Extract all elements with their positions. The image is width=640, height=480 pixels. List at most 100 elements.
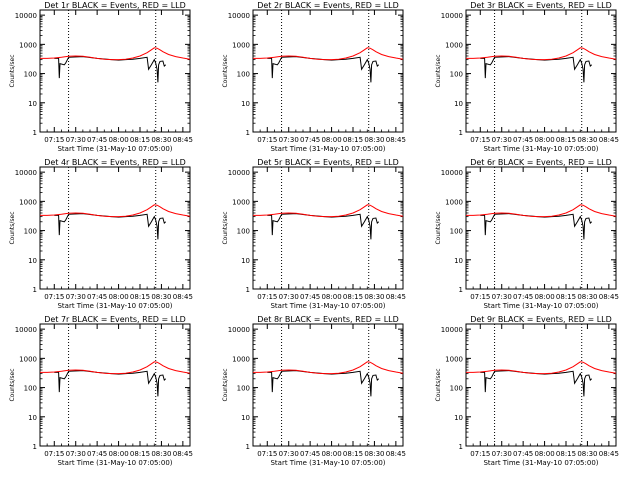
y-tick-label: 100 — [24, 71, 37, 79]
x-tick-label: 07:15 — [257, 136, 277, 144]
x-tick-label: 07:15 — [44, 293, 64, 301]
events-line — [54, 370, 167, 397]
x-tick-label: 08:30 — [577, 136, 597, 144]
events-line — [54, 213, 167, 240]
y-tick-label: 1 — [33, 286, 37, 294]
x-tick-label: 08:00 — [108, 450, 128, 458]
y-tick-label: 10000 — [15, 12, 37, 20]
y-tick-label: 1 — [33, 129, 37, 137]
y-tick-label: 1000 — [445, 198, 463, 206]
events-line — [267, 56, 380, 83]
y-tick-label: 10 — [454, 257, 463, 265]
y-tick-label: 1000 — [445, 41, 463, 49]
x-tick-label: 08:00 — [108, 136, 128, 144]
x-axis-label: Start Time (31-May-10 07:05:00) — [483, 459, 598, 467]
lld-line — [40, 361, 191, 375]
panel-1: Det 1r BLACK = Events, RED = LLD 1 10 100 10… — [9, 1, 193, 153]
x-tick-label: 07:45 — [87, 450, 107, 458]
x-tick-label: 07:45 — [87, 293, 107, 301]
x-axis-label: Start Time (31-May-10 07:05:00) — [270, 459, 385, 467]
x-tick-label: 07:45 — [513, 136, 533, 144]
x-tick-label: 08:15 — [130, 136, 150, 144]
lld-line — [40, 204, 191, 218]
x-axis-label: Start Time (31-May-10 07:05:00) — [57, 302, 172, 310]
panel-title: Det 8r BLACK = Events, RED = LLD — [257, 315, 399, 324]
panel-4: Det 4r BLACK = Events, RED = LLD 1 10 100 10… — [9, 158, 193, 310]
x-tick-label: 08:45 — [599, 293, 619, 301]
y-tick-label: 10000 — [15, 169, 37, 177]
x-tick-label: 07:15 — [470, 450, 490, 458]
x-axis-label: Start Time (31-May-10 07:05:00) — [57, 145, 172, 153]
y-tick-label: 10000 — [15, 326, 37, 334]
x-tick-label: 07:30 — [66, 450, 86, 458]
x-tick-label: 07:30 — [492, 293, 512, 301]
events-line — [54, 56, 167, 83]
x-tick-label: 07:45 — [513, 450, 533, 458]
y-tick-label: 100 — [450, 228, 463, 236]
x-tick-label: 08:45 — [386, 450, 406, 458]
x-tick-label: 08:30 — [151, 293, 171, 301]
y-tick-label: 10000 — [228, 169, 250, 177]
y-tick-label: 10 — [241, 100, 250, 108]
y-tick-label: 1000 — [19, 355, 37, 363]
x-tick-label: 07:45 — [300, 136, 320, 144]
panel-title: Det 7r BLACK = Events, RED = LLD — [44, 315, 186, 324]
events-line — [480, 56, 593, 83]
x-tick-label: 08:15 — [556, 450, 576, 458]
x-tick-label: 08:30 — [364, 293, 384, 301]
events-line — [267, 213, 380, 240]
x-tick-label: 08:15 — [556, 136, 576, 144]
x-tick-label: 08:45 — [386, 136, 406, 144]
x-tick-label: 08:45 — [599, 136, 619, 144]
y-tick-label: 1000 — [445, 355, 463, 363]
y-tick-label: 10 — [454, 414, 463, 422]
y-tick-label: 1 — [246, 129, 250, 137]
y-tick-label: 10 — [241, 414, 250, 422]
x-tick-label: 08:15 — [130, 293, 150, 301]
y-tick-label: 1 — [459, 129, 463, 137]
y-axis-label: Counts/sec — [435, 54, 442, 87]
x-tick-label: 08:45 — [173, 136, 193, 144]
panel-title: Det 1r BLACK = Events, RED = LLD — [44, 1, 186, 10]
events-line — [480, 370, 593, 397]
y-tick-label: 1 — [246, 286, 250, 294]
x-tick-label: 08:30 — [151, 136, 171, 144]
x-tick-label: 08:45 — [386, 293, 406, 301]
y-axis-label: Counts/sec — [222, 211, 229, 244]
x-tick-label: 08:00 — [108, 293, 128, 301]
x-tick-label: 07:45 — [300, 293, 320, 301]
x-axis-label: Start Time (31-May-10 07:05:00) — [270, 302, 385, 310]
x-tick-label: 08:15 — [130, 450, 150, 458]
y-tick-label: 1 — [246, 443, 250, 451]
lld-line — [466, 47, 617, 61]
x-tick-label: 07:30 — [279, 450, 299, 458]
y-tick-label: 100 — [450, 385, 463, 393]
x-tick-label: 08:00 — [321, 293, 341, 301]
lld-line — [253, 204, 404, 218]
y-tick-label: 1000 — [19, 198, 37, 206]
panel-6: Det 6r BLACK = Events, RED = LLD 1 10 100 10… — [435, 158, 619, 310]
x-tick-label: 08:00 — [321, 450, 341, 458]
x-tick-label: 07:45 — [513, 293, 533, 301]
y-axis-label: Counts/sec — [222, 368, 229, 401]
x-tick-label: 07:45 — [300, 450, 320, 458]
y-axis-label: Counts/sec — [9, 368, 16, 401]
y-tick-label: 100 — [24, 385, 37, 393]
x-tick-label: 07:15 — [257, 293, 277, 301]
plot-frame — [252, 166, 404, 290]
lld-line — [466, 361, 617, 375]
x-tick-label: 08:30 — [364, 136, 384, 144]
y-tick-label: 1000 — [19, 41, 37, 49]
x-tick-label: 08:00 — [534, 136, 554, 144]
x-tick-label: 07:30 — [279, 293, 299, 301]
x-axis-label: Start Time (31-May-10 07:05:00) — [270, 145, 385, 153]
plot-frame — [39, 9, 191, 133]
x-tick-label: 08:30 — [577, 450, 597, 458]
x-tick-label: 07:15 — [44, 450, 64, 458]
panel-5: Det 5r BLACK = Events, RED = LLD 1 10 100 10… — [222, 158, 406, 310]
x-tick-label: 07:15 — [470, 136, 490, 144]
y-tick-label: 1000 — [232, 355, 250, 363]
y-tick-label: 100 — [237, 228, 250, 236]
panel-2: Det 2r BLACK = Events, RED = LLD 1 10 100 10… — [222, 1, 406, 153]
x-tick-label: 07:30 — [492, 136, 512, 144]
